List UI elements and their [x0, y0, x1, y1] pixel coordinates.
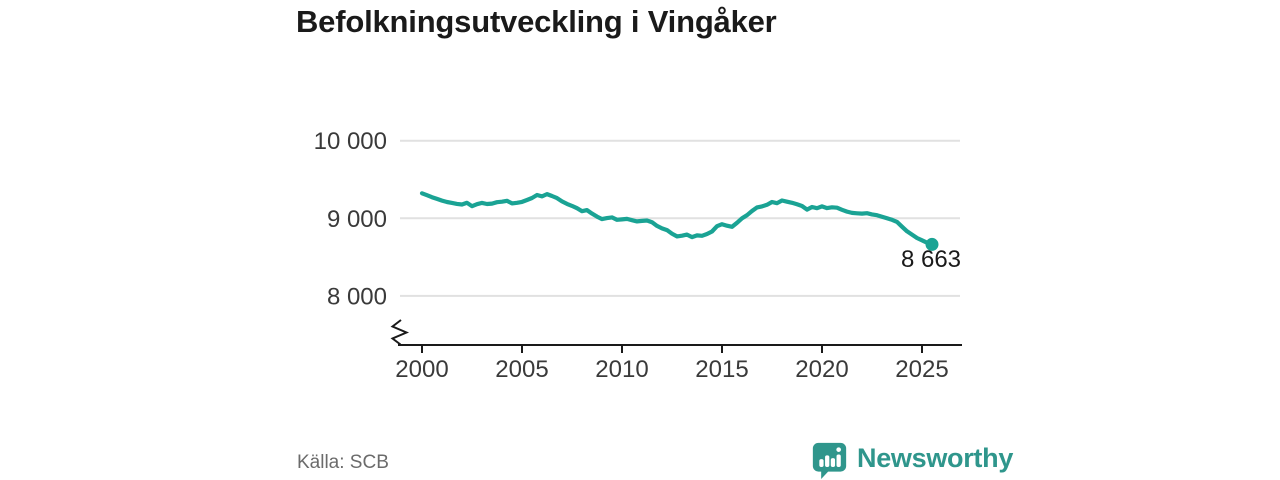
latest-value-label: 8 663: [901, 246, 961, 273]
exclamation-bar: [836, 454, 841, 467]
y-tick-label-9000: 9 000: [327, 206, 387, 233]
population-line: [419, 191, 935, 247]
x-tick-label-2005: 2005: [495, 356, 548, 383]
x-tick-label-2015: 2015: [695, 356, 748, 383]
x-axis-group: 2000 2005 2010 2015 2020 2025: [390, 319, 962, 383]
series-group: 8 663: [419, 191, 961, 273]
y-tick-label-8000: 8 000: [327, 283, 387, 310]
bar-2: [825, 455, 830, 467]
population-chart: 10 000 9 000 8 000 2000 2005 2010 2015 2020 202…: [314, 128, 962, 383]
x-tick-label-2000: 2000: [395, 356, 448, 383]
newsworthy-logo[interactable]: Newsworthy: [811, 440, 1013, 480]
chart-title: Befolkningsutveckling i Vingåker: [296, 4, 777, 39]
x-tick-label-2025: 2025: [895, 356, 948, 383]
newsworthy-bubble-chart-icon: [812, 442, 847, 479]
gridlines-group: [400, 139, 960, 297]
bar-3: [830, 458, 836, 467]
exclamation-dot: [836, 447, 841, 452]
y-axis-break-icon: [390, 319, 410, 346]
latest-value-dot: [925, 237, 939, 251]
bar-1: [819, 459, 824, 467]
y-axis-labels-group: 10 000 9 000 8 000: [314, 128, 387, 310]
speech-bubble-shape: [812, 442, 847, 479]
source-note: Källa: SCB: [297, 452, 389, 473]
y-tick-label-10000: 10 000: [314, 128, 387, 155]
x-tick-label-2010: 2010: [595, 356, 648, 383]
brand-name: Newsworthy: [857, 442, 1014, 473]
x-tick-label-2020: 2020: [795, 356, 848, 383]
